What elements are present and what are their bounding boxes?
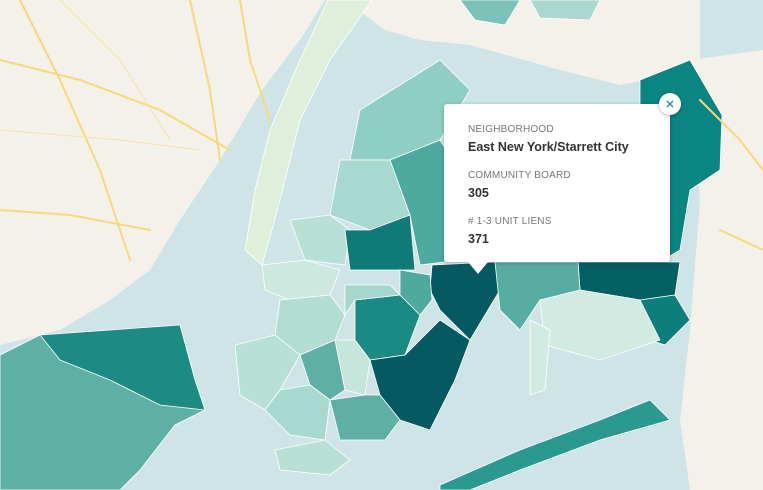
road xyxy=(0,209,151,231)
neighborhood xyxy=(244,0,373,266)
neighborhood xyxy=(274,439,351,476)
close-icon xyxy=(666,100,674,108)
neighborhood xyxy=(344,214,416,271)
neighborhood xyxy=(299,339,346,401)
popup-field: # 1-3 UNIT LIENS 371 xyxy=(468,216,646,248)
neighborhood xyxy=(39,324,206,411)
popup-pointer xyxy=(468,262,488,274)
popup-field: COMMUNITY BOARD 305 xyxy=(468,170,646,202)
road xyxy=(189,0,221,161)
neighborhood xyxy=(261,259,341,301)
land xyxy=(0,0,325,345)
field-value: 371 xyxy=(468,232,489,246)
neighborhood xyxy=(494,261,581,331)
neighborhood xyxy=(344,284,401,317)
popup-field: NEIGHBORHOOD East New York/Starrett City xyxy=(468,124,646,156)
land xyxy=(345,0,700,85)
road xyxy=(239,0,271,121)
field-label: COMMUNITY BOARD xyxy=(468,170,571,181)
close-button[interactable] xyxy=(659,93,681,115)
road xyxy=(19,0,131,261)
field-label: # 1-3 UNIT LIENS xyxy=(468,216,552,227)
neighborhood xyxy=(459,0,521,26)
neighborhood xyxy=(289,214,351,266)
field-value: East New York/Starrett City xyxy=(468,140,629,154)
neighborhood xyxy=(399,269,433,316)
road xyxy=(59,0,171,141)
field-value: 305 xyxy=(468,186,489,200)
popup: NEIGHBORHOOD East New York/Starrett City… xyxy=(444,104,670,274)
neighborhood xyxy=(334,339,371,396)
road xyxy=(719,229,763,251)
field-label: NEIGHBORHOOD xyxy=(468,124,554,135)
neighborhood xyxy=(439,399,671,490)
road xyxy=(0,129,201,151)
road xyxy=(0,59,231,151)
neighborhood xyxy=(529,0,601,21)
neighborhood xyxy=(329,394,401,441)
road xyxy=(699,99,763,171)
neighborhood xyxy=(529,319,551,396)
